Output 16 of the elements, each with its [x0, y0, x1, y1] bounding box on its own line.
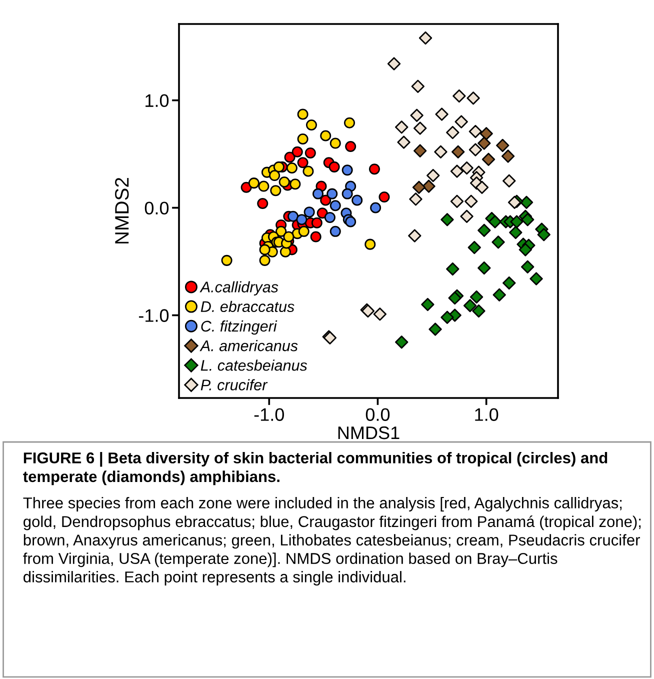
x-tick-label: -1.0	[254, 408, 284, 421]
legend-label: P. crucifer	[200, 379, 268, 390]
caption: FIGURE 6 | Beta diversity of skin bacterial communities of tropical (circles) and temperate (diamonds) amphibians.	[23, 452, 608, 486]
x-tick-label: 0.0	[366, 408, 390, 421]
y-axis-title: NMDS2	[115, 178, 129, 244]
text: Three species from each zone were included in the analysis [red, Agalychnis callidryas; gold, Dendropsophus ebraccatus; blue, Craugastor fitzingeri from Panamá (tropical zone); brown, Anaxyrus americanus; green, Lithobates catesbeianus; cream, Pseudacris crucifer from Virginia, USA (temperate zone)]. NMDS ordination based on Bray–Curtis dissimilarities. Each point represents a single individual.	[23, 497, 641, 586]
x-axis-title: NMDS1	[338, 426, 400, 440]
legend-label: L. catesbeianus	[200, 360, 308, 371]
y-tick-label: -1.0	[138, 309, 169, 322]
legend-label: A.callidryas	[200, 281, 278, 296]
legend-label: C. fitzingeri	[201, 320, 278, 335]
y-tick-label: 1.0	[146, 94, 169, 108]
x-tick-label: 1.0	[475, 408, 498, 421]
legend-label: A. americanus	[200, 340, 298, 352]
y-tick-label: 0.0	[144, 202, 169, 214]
legend-label: D. ebraccatus	[200, 300, 294, 312]
